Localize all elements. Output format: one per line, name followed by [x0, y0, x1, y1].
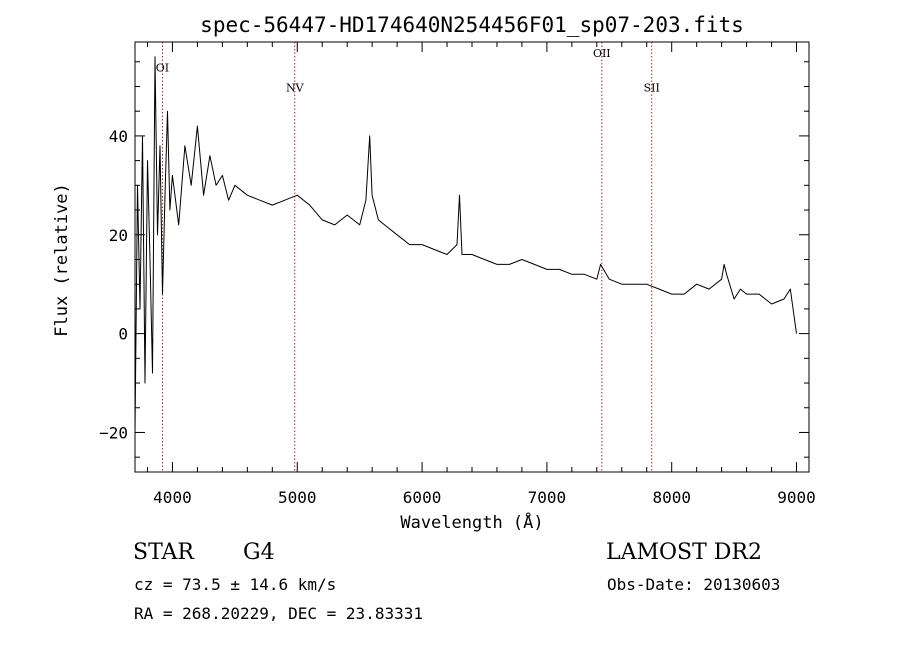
line-marker-label: OI: [156, 62, 169, 75]
line-marker-label: OII: [593, 47, 611, 60]
x-axis-label: Wavelength (Å): [400, 511, 543, 533]
x-tick-label: 9000: [777, 488, 816, 507]
coordinates-text: RA = 268.20229, DEC = 23.83331: [134, 604, 423, 623]
y-tick-label: 0: [118, 325, 128, 344]
x-tick-label: 7000: [528, 488, 567, 507]
x-tick-label: 5000: [278, 488, 317, 507]
chart-title: spec-56447-HD174640N254456F01_sp07-203.f…: [200, 13, 744, 37]
survey-label: LAMOST DR2: [606, 540, 762, 565]
plot-frame: [134, 41, 810, 473]
y-tick-label: −20: [99, 423, 128, 442]
line-marker-label: NV: [286, 81, 305, 94]
spectrum-line: [134, 56, 797, 433]
subclass-label: G4: [243, 540, 275, 565]
y-tick-label: 40: [109, 127, 128, 146]
object-type-label: STAR: [133, 540, 194, 565]
y-axis-label: Flux (relative): [52, 183, 72, 337]
redshift-text: cz = 73.5 ± 14.6 km/s: [134, 575, 337, 594]
obs-date-text: Obs-Date: 20130603: [607, 575, 781, 594]
line-marker-label: SII: [644, 81, 660, 94]
plot-area: 4000 5000 6000 7000 8000 9000 −20 0 20 40 OI NV OII S…: [99, 42, 816, 507]
y-tick-label: 20: [109, 226, 128, 245]
x-tick-label: 4000: [153, 488, 192, 507]
x-tick-label: 8000: [652, 488, 691, 507]
x-tick-label: 6000: [403, 488, 442, 507]
